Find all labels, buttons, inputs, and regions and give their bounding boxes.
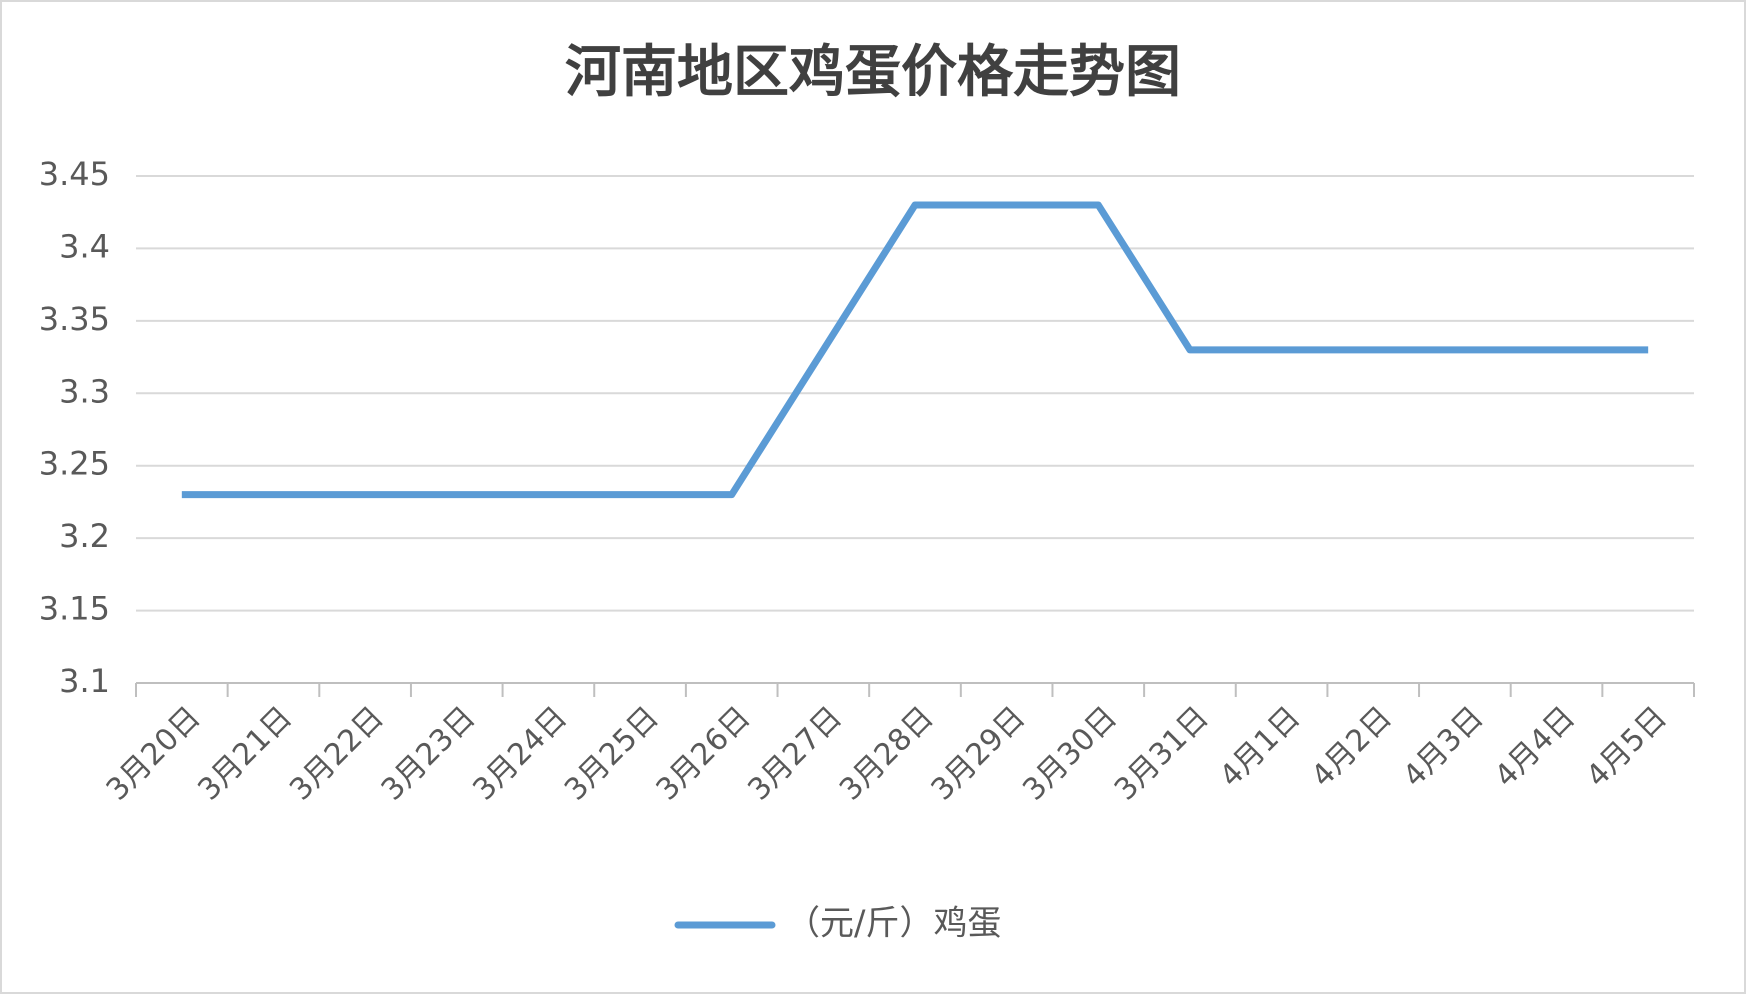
y-tick-label: 3.3 xyxy=(59,372,110,410)
y-tick-label: 3.4 xyxy=(59,227,110,265)
y-tick-label: 3.35 xyxy=(39,300,110,338)
y-tick-label: 3.1 xyxy=(59,662,110,700)
y-tick-label: 3.45 xyxy=(39,155,110,193)
legend-label: （元/斤）鸡蛋 xyxy=(786,904,1001,944)
chart-title: 河南地区鸡蛋价格走势图 xyxy=(565,40,1181,105)
y-tick-label: 3.15 xyxy=(39,590,110,628)
y-tick-label: 3.2 xyxy=(59,517,110,555)
data-line xyxy=(181,201,1649,499)
y-tick-label: 3.25 xyxy=(39,445,110,483)
